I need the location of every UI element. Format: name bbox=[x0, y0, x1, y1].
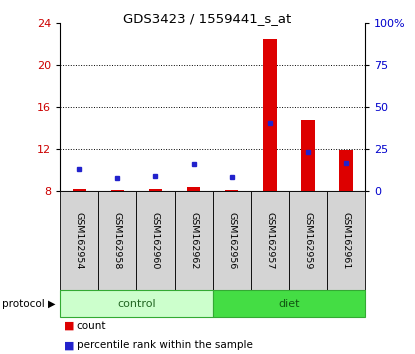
Bar bbox=[60, 290, 212, 317]
Bar bbox=[301, 120, 315, 191]
Bar bbox=[111, 190, 124, 191]
Text: percentile rank within the sample: percentile rank within the sample bbox=[77, 340, 253, 350]
Text: control: control bbox=[117, 298, 156, 309]
Text: protocol: protocol bbox=[2, 298, 45, 309]
Text: GDS3423 / 1559441_s_at: GDS3423 / 1559441_s_at bbox=[123, 12, 292, 25]
Bar bbox=[225, 190, 239, 191]
Text: GSM162956: GSM162956 bbox=[227, 212, 236, 269]
Text: GSM162962: GSM162962 bbox=[189, 212, 198, 269]
Text: diet: diet bbox=[278, 298, 300, 309]
Bar bbox=[289, 191, 327, 290]
Bar bbox=[251, 191, 289, 290]
Bar bbox=[263, 39, 276, 191]
Bar bbox=[60, 191, 98, 290]
Bar bbox=[137, 191, 175, 290]
Bar bbox=[98, 191, 137, 290]
Bar bbox=[339, 150, 353, 191]
Bar bbox=[327, 191, 365, 290]
Bar bbox=[175, 191, 213, 290]
Bar bbox=[73, 189, 86, 191]
Bar bbox=[187, 187, 200, 191]
Text: GSM162959: GSM162959 bbox=[303, 212, 312, 269]
Bar bbox=[212, 290, 365, 317]
Bar bbox=[212, 191, 251, 290]
Text: ■: ■ bbox=[64, 321, 75, 331]
Text: ▶: ▶ bbox=[48, 298, 55, 309]
Text: GSM162961: GSM162961 bbox=[342, 212, 351, 269]
Bar bbox=[149, 189, 162, 191]
Text: GSM162957: GSM162957 bbox=[265, 212, 274, 269]
Text: ■: ■ bbox=[64, 340, 75, 350]
Text: GSM162958: GSM162958 bbox=[113, 212, 122, 269]
Text: GSM162960: GSM162960 bbox=[151, 212, 160, 269]
Text: count: count bbox=[77, 321, 106, 331]
Text: GSM162954: GSM162954 bbox=[75, 212, 84, 269]
